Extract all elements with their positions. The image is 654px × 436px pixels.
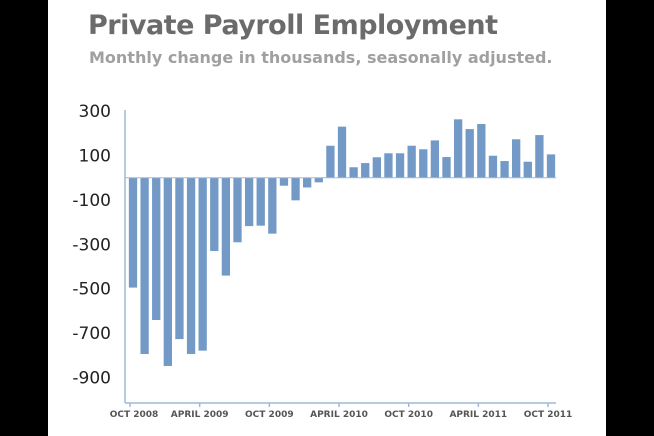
bar <box>465 129 474 178</box>
y-tick-label: -900 <box>72 369 111 389</box>
y-tick-label: -500 <box>72 280 111 300</box>
x-tick-label: OCT 2008 <box>110 410 159 420</box>
bar <box>477 123 486 178</box>
bar <box>303 177 312 188</box>
x-tick-label: OCT 2009 <box>245 410 294 420</box>
bar <box>186 177 196 354</box>
bar <box>361 163 370 178</box>
x-tick-label: APRIL 2009 <box>171 410 229 420</box>
bar <box>314 177 323 183</box>
bar <box>430 140 440 178</box>
bar <box>163 177 172 366</box>
bar <box>152 177 161 321</box>
bar <box>419 149 428 178</box>
bar <box>256 177 265 226</box>
bar <box>128 177 138 288</box>
x-tick-label: OCT 2010 <box>384 410 433 420</box>
bar <box>535 135 544 178</box>
y-tick-label: 100 <box>79 147 111 167</box>
bar <box>349 167 358 178</box>
bar <box>372 157 381 178</box>
bar <box>233 177 242 243</box>
bar <box>326 145 335 178</box>
x-tick-label: OCT 2011 <box>524 410 573 420</box>
bar <box>395 153 405 178</box>
bar <box>291 177 300 201</box>
bar <box>268 177 277 234</box>
bar <box>140 177 149 354</box>
bar <box>279 177 289 186</box>
y-tick-label: -700 <box>72 324 111 344</box>
bar <box>442 157 451 178</box>
chart-subtitle: Monthly change in thousands, seasonally … <box>89 48 553 67</box>
chart-title: Private Payroll Employment <box>88 10 498 41</box>
x-tick-label: APRIL 2011 <box>449 410 507 420</box>
bar <box>384 153 393 178</box>
bar <box>210 177 219 251</box>
bar <box>453 119 463 178</box>
x-tick-label: APRIL 2010 <box>310 410 368 420</box>
y-tick-label: 300 <box>79 102 111 122</box>
bar <box>175 177 184 340</box>
y-tick-label: -300 <box>72 235 111 255</box>
bar <box>244 177 254 227</box>
bar <box>512 139 521 178</box>
bar <box>546 154 556 178</box>
bar <box>407 145 416 178</box>
y-tick-label: -100 <box>72 191 111 211</box>
bar <box>198 177 207 351</box>
bar <box>221 177 231 276</box>
bar <box>500 161 509 178</box>
bar <box>488 155 498 178</box>
bar <box>523 161 532 178</box>
bar <box>337 126 347 178</box>
